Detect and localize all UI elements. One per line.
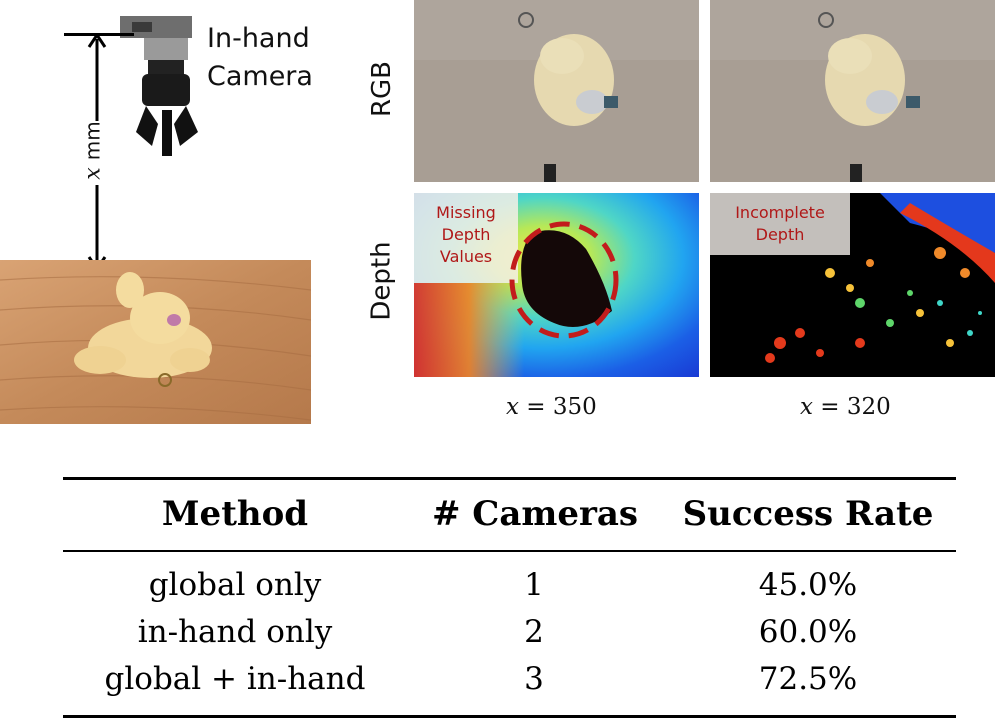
header-method: Method [161, 494, 309, 534]
incomplete-depth-callout: Incomplete Depth [712, 202, 848, 246]
distance-var: x [80, 167, 106, 180]
header-success-rate: Success Rate [682, 494, 934, 534]
x-label-350-var: x [506, 394, 519, 420]
plush-toy-photo [0, 260, 312, 424]
camera-label-line2: Camera [207, 61, 313, 92]
x-label-320-var: x [800, 394, 813, 420]
dimension-top-line [64, 33, 134, 36]
header-cameras: # Cameras [431, 494, 639, 534]
rgb-image-320 [710, 0, 995, 182]
x-label-350: x = 350 [506, 394, 597, 420]
row2-success: 60.0% [758, 614, 858, 650]
depth-image-320 [710, 193, 995, 377]
distance-unit: mm [80, 121, 105, 161]
row3-method: global + in-hand [104, 661, 366, 697]
missing-depth-callout: Missing Depth Values [416, 202, 516, 268]
row1-method: global only [148, 567, 322, 603]
row3-success: 72.5% [758, 661, 858, 697]
row1-success: 45.0% [758, 567, 858, 603]
table-header-rule [63, 550, 956, 552]
row2-method: in-hand only [137, 614, 333, 650]
row3-cameras: 3 [524, 661, 544, 697]
rgb-image-350 [414, 0, 699, 182]
x-label-320-value: = 320 [812, 394, 891, 420]
row1-cameras: 1 [524, 567, 544, 603]
gripper-illustration [118, 14, 218, 164]
table-bottom-rule [63, 715, 956, 718]
in-hand-camera-label: In-hand Camera [207, 20, 313, 96]
depth-image-350 [414, 193, 699, 377]
table-top-rule [63, 477, 956, 480]
row2-cameras: 2 [524, 614, 544, 650]
x-label-320: x = 320 [800, 394, 891, 420]
x-label-350-value: = 350 [518, 394, 597, 420]
callout-incomplete-line2: Depth [755, 225, 805, 244]
callout-missing-line1: Missing [436, 203, 496, 222]
callout-missing-line2: Depth [441, 225, 491, 244]
callout-missing-line3: Values [439, 247, 493, 266]
camera-label-line1: In-hand [207, 23, 310, 54]
row-label-rgb: RGB [367, 60, 398, 118]
distance-label: x mm [72, 120, 128, 184]
row-label-depth: Depth [366, 241, 397, 321]
callout-incomplete-line1: Incomplete [735, 203, 825, 222]
